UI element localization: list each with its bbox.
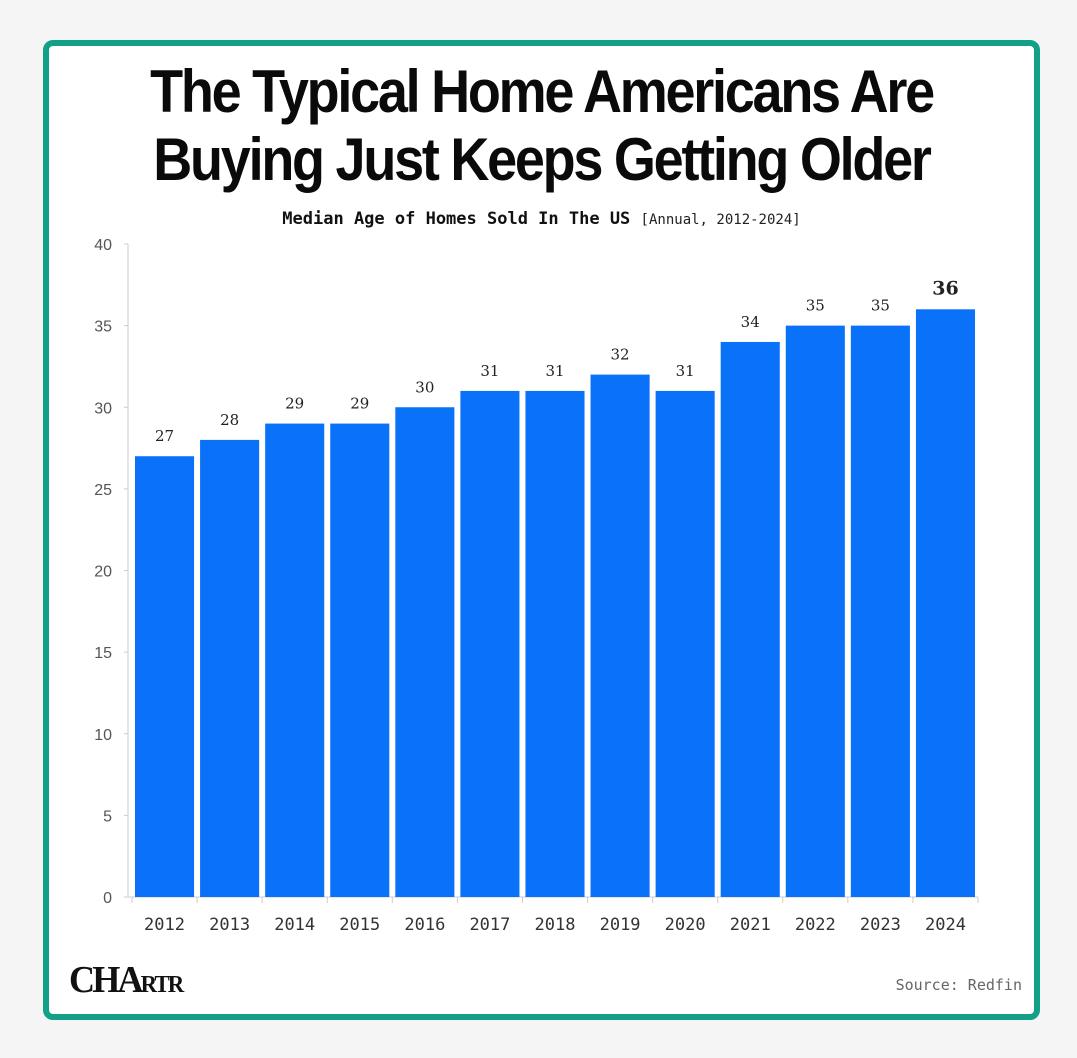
- bar-value-label: 31: [676, 362, 695, 380]
- chart-subtitle-note: [Annual, 2012-2024]: [640, 212, 801, 228]
- y-tick-label: 0: [103, 890, 112, 907]
- bar: [915, 309, 975, 897]
- y-tick-label: 40: [94, 237, 112, 254]
- x-tick-label: 2015: [339, 915, 380, 935]
- bar-value-label: 29: [285, 395, 304, 413]
- bar-value-label: 34: [741, 313, 760, 331]
- x-tick-label: 2012: [144, 915, 185, 935]
- x-tick-label: 2013: [209, 915, 250, 935]
- chart-title-line-2: Buying Just Keeps Getting Older: [153, 126, 932, 193]
- bar: [655, 390, 715, 897]
- y-tick-label: 20: [94, 564, 112, 581]
- bar-value-label: 35: [806, 297, 825, 315]
- x-tick-label: 2018: [535, 915, 576, 935]
- bar-value-label: 31: [480, 362, 499, 380]
- x-tick-label: 2023: [860, 915, 901, 935]
- bar: [525, 390, 585, 897]
- bar-value-label: 36: [932, 277, 958, 299]
- bar: [135, 456, 195, 897]
- y-tick-label: 10: [94, 727, 112, 744]
- x-tick-label: 2016: [404, 915, 445, 935]
- x-tick-label: 2022: [795, 915, 836, 935]
- y-tick-label: 25: [94, 482, 112, 499]
- source-note: Source: Redfin: [895, 976, 1022, 994]
- chart-title: The Typical Home Americans Are Buying Ju…: [98, 58, 985, 194]
- chart-card: The Typical Home Americans Are Buying Ju…: [43, 40, 1040, 1020]
- x-tick-label: 2017: [469, 915, 510, 935]
- bar-value-label: 31: [545, 362, 564, 380]
- bar: [200, 439, 260, 897]
- bar: [265, 423, 325, 897]
- bar: [460, 390, 520, 897]
- chart-title-line-1: The Typical Home Americans Are: [150, 58, 935, 125]
- bar: [395, 407, 455, 897]
- bar-value-label: 32: [611, 346, 630, 364]
- x-tick-label: 2019: [600, 915, 641, 935]
- x-tick-label: 2024: [925, 915, 966, 935]
- bar-value-label: 29: [350, 395, 369, 413]
- bar-value-label: 28: [220, 411, 239, 429]
- y-tick-label: 35: [94, 319, 112, 336]
- logo-small: RTR: [140, 972, 185, 998]
- bar: [590, 374, 650, 898]
- y-tick-label: 30: [94, 400, 112, 417]
- bar-chart: 0 5 10 15 20 25 30 35 40 27 2012 28 2013 29 2014 29 2015…: [94, 237, 979, 935]
- bar-value-label: 27: [155, 427, 174, 445]
- chart-subtitle-main: Median Age of Homes Sold In The US: [282, 209, 631, 229]
- y-tick-label: 15: [94, 645, 112, 662]
- logo-main: CHA: [69, 959, 144, 1001]
- x-tick-label: 2021: [730, 915, 771, 935]
- x-tick-label: 2014: [274, 915, 315, 935]
- x-tick-label: 2020: [665, 915, 706, 935]
- bar-value-label: 35: [871, 297, 890, 315]
- y-tick-label: 5: [103, 808, 112, 825]
- bar: [850, 325, 910, 897]
- bar: [785, 325, 845, 897]
- bar: [330, 423, 390, 897]
- bar-value-label: 30: [415, 378, 434, 396]
- chart-subtitle: Median Age of Homes Sold In The US [Annu…: [49, 209, 1034, 229]
- chartr-logo: CHARTR: [69, 958, 185, 1002]
- bar: [720, 341, 780, 897]
